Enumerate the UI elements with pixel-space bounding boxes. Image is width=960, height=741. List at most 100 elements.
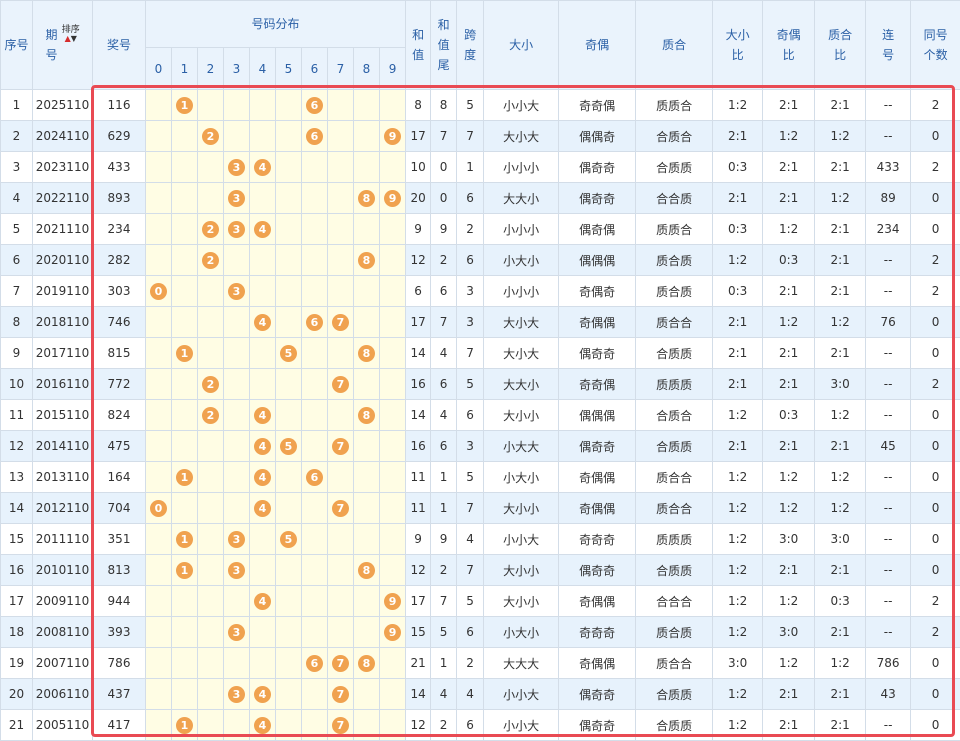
cell: 3: [457, 431, 484, 462]
dist-cell: [224, 586, 250, 617]
cell: 0: [911, 679, 960, 710]
dist-cell: [198, 152, 224, 183]
cell: 大大大: [484, 648, 559, 679]
digit-label: 0: [155, 62, 163, 76]
cell: 2: [911, 152, 960, 183]
dist-cell: 8: [354, 648, 380, 679]
cell: 9: [431, 214, 457, 245]
cell: 20: [1, 679, 33, 710]
dist-cell: [146, 245, 172, 276]
cell: 3:0: [763, 617, 815, 648]
cell: 0: [911, 524, 960, 555]
sort-button[interactable]: 排序▲▼: [62, 25, 80, 43]
cell: 小小大: [484, 90, 559, 121]
dist-cell: 3: [224, 276, 250, 307]
cell: 0: [911, 710, 960, 741]
cell: 5: [457, 586, 484, 617]
dist-cell: [250, 524, 276, 555]
dist-cell: [276, 493, 302, 524]
cell: 6: [431, 276, 457, 307]
header-label: 大小比: [725, 25, 750, 65]
dist-cell: [146, 214, 172, 245]
header-label: 期号: [45, 25, 58, 65]
number-ball: 9: [384, 624, 401, 641]
cell: 2: [457, 648, 484, 679]
dist-cell: [276, 214, 302, 245]
number-ball: 4: [254, 438, 271, 455]
number-ball: 2: [202, 252, 219, 269]
cell: 大大小: [484, 183, 559, 214]
number-ball: 6: [306, 469, 323, 486]
digit-header: 2: [198, 48, 224, 90]
dist-cell: [250, 617, 276, 648]
dist-cell: 6: [302, 121, 328, 152]
number-ball: 8: [358, 562, 375, 579]
dist-cell: [302, 710, 328, 741]
number-ball: 8: [358, 345, 375, 362]
dist-cell: [224, 493, 250, 524]
cell: 2020110: [33, 245, 93, 276]
dist-cell: [250, 276, 276, 307]
header-cell: 奖号: [93, 1, 146, 90]
cell: 3: [457, 307, 484, 338]
cell: 小大小: [484, 245, 559, 276]
cell: 5: [431, 617, 457, 648]
cell: 2: [431, 555, 457, 586]
dist-cell: 4: [250, 400, 276, 431]
dist-cell: [380, 400, 406, 431]
dist-cell: [198, 710, 224, 741]
dist-cell: [328, 245, 354, 276]
dist-cell: 6: [302, 307, 328, 338]
number-ball: 1: [176, 562, 193, 579]
sort-arrows: ▲▼: [62, 35, 80, 43]
dist-cell: [198, 338, 224, 369]
cell: 3: [1, 152, 33, 183]
cell: 2:1: [713, 338, 763, 369]
cell: 合质质: [636, 555, 713, 586]
dist-cell: [198, 524, 224, 555]
cell: 偶奇偶: [559, 214, 636, 245]
dist-cell: [224, 400, 250, 431]
cell: 合质质: [636, 152, 713, 183]
number-ball: 2: [202, 407, 219, 424]
cell: 2005110: [33, 710, 93, 741]
cell: --: [866, 710, 911, 741]
number-ball: 0: [150, 500, 167, 517]
cell: 10: [1, 369, 33, 400]
cell: 2:1: [763, 338, 815, 369]
dist-cell: [146, 462, 172, 493]
dist-cell: 8: [354, 400, 380, 431]
header-label: 大小: [509, 38, 533, 52]
dist-cell: [276, 183, 302, 214]
dist-cell: 3: [224, 555, 250, 586]
cell: --: [866, 586, 911, 617]
dist-cell: [354, 586, 380, 617]
header-label: 质合: [662, 38, 686, 52]
cell: 2024110: [33, 121, 93, 152]
dist-cell: [302, 183, 328, 214]
dist-cell: [302, 400, 328, 431]
cell: 17: [406, 307, 431, 338]
dist-cell: 2: [198, 214, 224, 245]
dist-cell: [198, 431, 224, 462]
cell: 21: [406, 648, 431, 679]
cell: 6: [431, 431, 457, 462]
dist-cell: [328, 617, 354, 648]
dist-cell: [354, 431, 380, 462]
dist-cell: [198, 276, 224, 307]
dist-cell: 4: [250, 462, 276, 493]
dist-cell: [198, 679, 224, 710]
number-ball: 2: [202, 221, 219, 238]
cell: 6: [457, 245, 484, 276]
dist-cell: [276, 679, 302, 710]
cell: 1:2: [763, 307, 815, 338]
digit-header: 1: [172, 48, 198, 90]
cell: 1: [431, 493, 457, 524]
cell: 偶奇奇: [559, 183, 636, 214]
cell: 2:1: [815, 710, 866, 741]
